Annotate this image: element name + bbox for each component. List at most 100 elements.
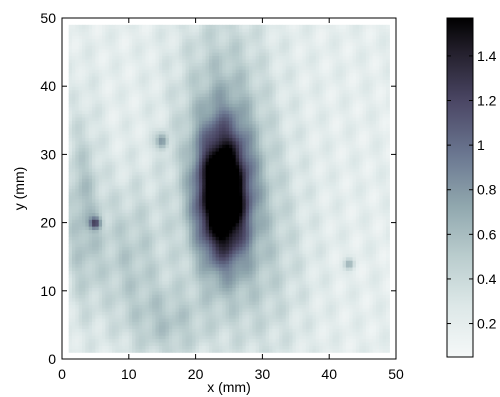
- heatmap-cell: [78, 243, 83, 248]
- heatmap-cell: [148, 41, 153, 46]
- heatmap-cell: [122, 321, 127, 326]
- heatmap-cell: [155, 195, 160, 200]
- heatmap-cell: [98, 301, 103, 306]
- heatmap-cell: [158, 318, 163, 323]
- heatmap-cell: [208, 318, 213, 323]
- heatmap-cell: [242, 341, 247, 346]
- heatmap-cell: [72, 86, 76, 91]
- heatmap-cell: [88, 69, 93, 74]
- heatmap-cell: [95, 171, 100, 176]
- heatmap-cell: [188, 157, 193, 162]
- heatmap-cell: [112, 212, 117, 217]
- heatmap-cell: [118, 273, 123, 278]
- heatmap-cell: [205, 215, 210, 220]
- heatmap-cell: [168, 338, 173, 343]
- heatmap-cell: [212, 89, 217, 94]
- heatmap-cell: [72, 229, 76, 234]
- heatmap-cell: [212, 99, 217, 104]
- heatmap-cell: [75, 345, 80, 350]
- heatmap-cell: [229, 62, 233, 67]
- heatmap-cell: [125, 318, 130, 323]
- heatmap-cell: [145, 243, 150, 248]
- heatmap-cell: [239, 256, 243, 261]
- heatmap-cell: [229, 345, 233, 350]
- heatmap-cell: [125, 52, 130, 57]
- heatmap-cell: [145, 137, 150, 142]
- heatmap-cell: [195, 168, 200, 173]
- heatmap-cell: [125, 335, 130, 340]
- heatmap-cell: [75, 195, 80, 200]
- heatmap-cell: [188, 62, 193, 67]
- heatmap-cell: [128, 263, 133, 268]
- heatmap-cell: [178, 297, 183, 302]
- heatmap-cell: [235, 283, 240, 288]
- heatmap-cell: [175, 93, 180, 98]
- heatmap-cell: [78, 127, 83, 132]
- heatmap-cell: [158, 93, 163, 98]
- heatmap-cell: [162, 41, 167, 46]
- heatmap-cell: [155, 103, 160, 108]
- heatmap-cell: [195, 219, 200, 224]
- heatmap-cell: [108, 157, 113, 162]
- heatmap-cell: [105, 321, 110, 326]
- heatmap-cell: [108, 99, 113, 104]
- heatmap-cell: [78, 314, 83, 319]
- heatmap-cell: [138, 41, 143, 46]
- heatmap-cell: [88, 311, 93, 316]
- heatmap-cell: [155, 89, 160, 94]
- heatmap-cell: [68, 208, 73, 213]
- heatmap-cell: [208, 263, 213, 268]
- heatmap-cell: [232, 263, 237, 268]
- heatmap-cell: [132, 144, 137, 149]
- heatmap-cell: [168, 198, 173, 203]
- heatmap-cell: [212, 161, 217, 166]
- heatmap-cell: [202, 106, 207, 111]
- heatmap-cell: [212, 48, 217, 53]
- heatmap-cell: [185, 341, 190, 346]
- heatmap-cell: [108, 55, 113, 60]
- heatmap-cell: [239, 137, 243, 142]
- heatmap-cell: [202, 120, 207, 125]
- heatmap-cell: [145, 58, 150, 63]
- heatmap-cell: [208, 93, 213, 98]
- heatmap-cell: [192, 157, 197, 162]
- heatmap-cell: [82, 35, 86, 40]
- heatmap-cell: [175, 253, 180, 258]
- heatmap-cell: [215, 341, 220, 346]
- heatmap-cell: [148, 24, 153, 29]
- heatmap-cell: [192, 212, 197, 217]
- heatmap-cell: [222, 270, 227, 275]
- heatmap-cell: [222, 35, 227, 40]
- heatmap-cell: [92, 110, 96, 115]
- heatmap-cell: [72, 348, 76, 353]
- heatmap-cell: [222, 164, 227, 169]
- heatmap-cell: [202, 181, 207, 186]
- heatmap-cell: [175, 103, 180, 108]
- heatmap-cell: [162, 260, 167, 265]
- heatmap-cell: [78, 345, 83, 350]
- heatmap-cell: [115, 328, 120, 333]
- heatmap-cell: [165, 154, 170, 159]
- heatmap-cell: [138, 82, 143, 87]
- heatmap-cell: [239, 123, 243, 128]
- heatmap-cell: [138, 171, 143, 176]
- heatmap-cell: [172, 75, 177, 80]
- heatmap-cell: [115, 41, 120, 46]
- heatmap-cell: [192, 266, 197, 271]
- heatmap-cell: [232, 116, 237, 121]
- heatmap-cell: [72, 341, 76, 346]
- heatmap-cell: [138, 256, 143, 261]
- heatmap-cell: [145, 324, 150, 329]
- heatmap-cell: [222, 236, 227, 241]
- heatmap-cell: [125, 154, 130, 159]
- heatmap-cell: [162, 38, 167, 43]
- heatmap-cell: [135, 318, 140, 323]
- heatmap-cell: [75, 263, 80, 268]
- heatmap-cell: [118, 338, 123, 343]
- heatmap-cell: [158, 341, 163, 346]
- heatmap-cell: [168, 195, 173, 200]
- heatmap-cell: [198, 75, 203, 80]
- heatmap-cell: [75, 188, 80, 193]
- heatmap-cell: [105, 123, 110, 128]
- heatmap-cell: [132, 304, 137, 309]
